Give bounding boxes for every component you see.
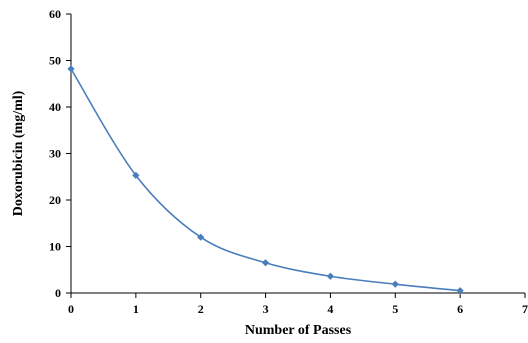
x-tick-label: 0	[68, 302, 74, 316]
y-tick-label: 10	[49, 240, 61, 254]
x-tick-label: 7	[522, 302, 528, 316]
x-tick-label: 4	[327, 302, 333, 316]
x-tick-label: 5	[392, 302, 398, 316]
y-tick-label: 0	[55, 286, 61, 300]
data-point-marker	[326, 272, 335, 280]
data-point-marker	[67, 65, 75, 73]
data-point-marker	[132, 171, 140, 179]
x-tick-label: 2	[198, 302, 204, 316]
y-tick-label: 40	[49, 100, 61, 114]
plot-area: 0 10 20 30 40 50 60 0 1 2 3 4 5 6 7	[49, 7, 528, 316]
y-tick-label: 20	[49, 193, 61, 207]
data-point-marker	[197, 233, 205, 241]
y-tick-label: 60	[49, 7, 61, 21]
series-line	[70, 68, 461, 292]
x-tick-label: 3	[263, 302, 269, 316]
data-point-marker	[261, 259, 270, 267]
y-tick-label: 30	[49, 147, 61, 161]
x-axis-title: Number of Passes	[245, 323, 352, 338]
y-axis-ticks: 0 10 20 30 40 50 60	[49, 7, 71, 300]
x-tick-label: 6	[457, 302, 463, 316]
data-point-marker	[391, 280, 399, 288]
y-tick-label: 50	[49, 54, 61, 68]
x-tick-label: 1	[133, 302, 139, 316]
y-axis-title: Doxorubicin (mg/ml)	[11, 90, 26, 216]
x-axis-ticks: 0 1 2 3 4 5 6 7	[68, 293, 528, 316]
series-markers	[67, 65, 464, 295]
data-point-marker	[456, 287, 464, 295]
